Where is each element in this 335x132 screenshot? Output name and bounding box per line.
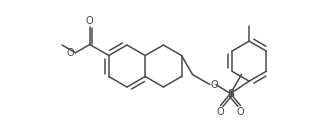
- Text: O: O: [211, 80, 218, 89]
- Text: O: O: [86, 16, 93, 26]
- Text: S: S: [227, 89, 234, 99]
- Text: O: O: [237, 107, 244, 117]
- Text: O: O: [67, 48, 74, 58]
- Text: O: O: [217, 107, 224, 117]
